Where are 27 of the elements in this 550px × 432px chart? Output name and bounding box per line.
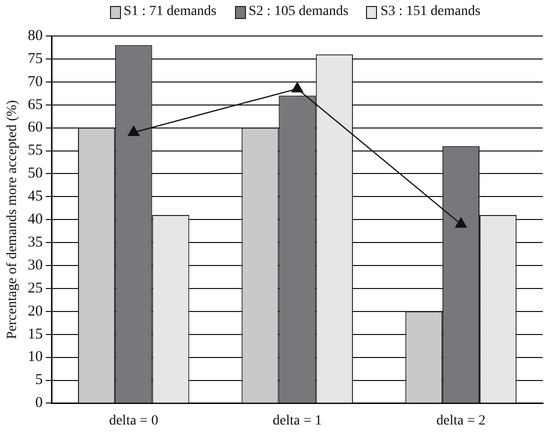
- y-tick-label: 60: [28, 120, 43, 136]
- y-tick-label: 5: [35, 372, 43, 388]
- y-tick-label: 30: [28, 257, 43, 274]
- legend-label: S1 : 71 demands: [124, 4, 217, 20]
- y-tick-label: 65: [28, 96, 43, 113]
- y-tick-label: 20: [28, 303, 43, 320]
- y-tick-label: 10: [28, 349, 43, 366]
- point: [128, 126, 140, 136]
- y-tick-label: 50: [28, 166, 43, 182]
- y-tick-label: 55: [28, 142, 43, 159]
- y-tick-label: 0: [35, 395, 43, 412]
- y-tick-label: 70: [28, 74, 43, 90]
- point: [292, 82, 304, 92]
- y-axis-title: Percentage of demands more accepted (%): [5, 100, 20, 340]
- y-tick-label: 25: [28, 280, 43, 296]
- legend-label: S3 : 151 demands: [380, 4, 480, 20]
- y-tick-label: 35: [28, 234, 43, 250]
- y-tick-label: 15: [28, 326, 43, 342]
- y-tick-label: 45: [28, 188, 43, 205]
- legend-label: S2 : 105 demands: [248, 4, 348, 20]
- y-tick-label: 80: [28, 28, 43, 44]
- y-tick-label: 40: [28, 212, 43, 228]
- x-tick-label: delta = 1: [272, 413, 322, 428]
- x-tick-label: delta = 0: [109, 413, 158, 428]
- point: [455, 218, 467, 228]
- x-tick-label: delta = 2: [436, 413, 486, 428]
- y-tick-label: 75: [28, 50, 43, 67]
